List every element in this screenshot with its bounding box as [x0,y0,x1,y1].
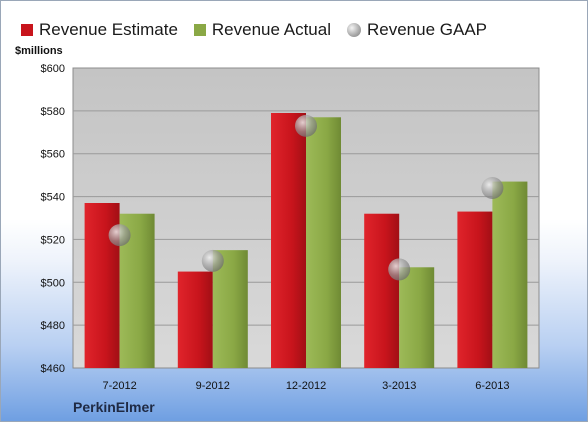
legend: Revenue Estimate Revenue Actual Revenue … [21,18,503,42]
x-tick-label: 12-2012 [286,380,326,392]
x-tick-label: 6-2013 [475,380,509,392]
y-tick-label: $520 [41,234,65,246]
bar-revenue-actual [306,117,341,369]
y-tick-label: $540 [41,192,65,204]
bubble-revenue-gaap [201,249,224,272]
bar-revenue-estimate [457,211,493,368]
actual-swatch-icon [193,24,206,36]
bars [84,113,528,369]
bar-revenue-estimate [364,213,400,368]
x-axis: 7-2012 9-2012 12-2012 3-2013 6-2013 [102,380,509,392]
y-tick-label: $480 [41,320,65,332]
y-tick-label: $500 [41,277,65,289]
y-tick-label: $580 [41,106,65,118]
company-label: PerkinElmer [73,399,155,415]
bar-revenue-estimate [271,113,306,368]
legend-item-gaap: Revenue GAAP [347,20,487,40]
bar-revenue-estimate [177,271,213,368]
y-unit-label: $millions [15,45,63,57]
gaap-bubbles [108,114,504,281]
y-tick-label: $600 [41,63,65,75]
legend-item-estimate: Revenue Estimate [21,20,178,40]
y-tick-label: $560 [41,149,65,161]
legend-label-actual: Revenue Actual [211,20,331,39]
bar-revenue-actual [399,267,435,368]
x-tick-label: 7-2012 [102,380,136,392]
legend-label-estimate: Revenue Estimate [39,20,178,39]
legend-label-gaap: Revenue GAAP [367,20,488,39]
legend-item-actual: Revenue Actual [193,20,331,40]
bar-revenue-actual [492,181,528,368]
estimate-swatch-icon [21,24,33,36]
y-axis: $460 $480 $500 $520 $540 $560 $580 $600 [41,63,65,375]
x-tick-label: 3-2013 [382,380,416,392]
bubble-revenue-gaap [295,114,317,137]
gaap-bubble-icon [347,23,361,37]
bubble-revenue-gaap [108,224,131,247]
bubble-revenue-gaap [481,177,504,199]
bubble-revenue-gaap [388,258,411,281]
y-tick-label: $460 [41,363,65,375]
x-tick-label: 9-2012 [196,380,230,392]
